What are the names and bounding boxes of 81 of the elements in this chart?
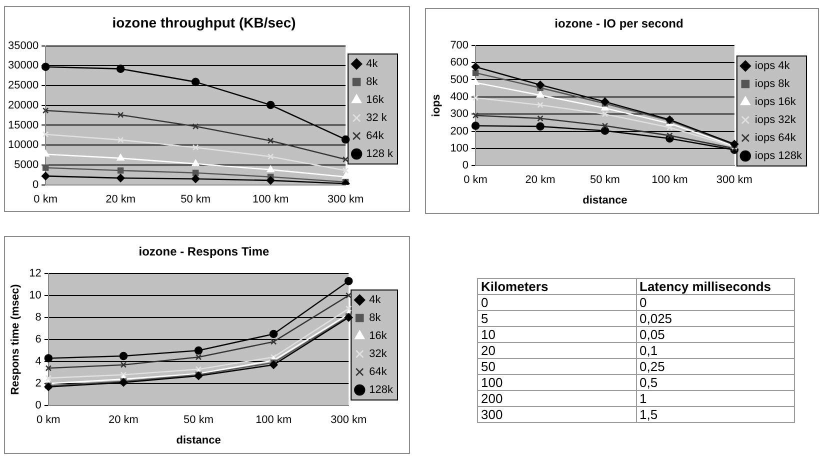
y-tick-label: 30000 (8, 60, 39, 72)
x-tick-label: 300 km (330, 414, 367, 426)
x-tick-label: 50 km (180, 193, 211, 206)
y-tick-label: 20000 (8, 99, 39, 112)
y-axis-title: Respons time (msec) (10, 284, 22, 395)
legend-label: 128 k (366, 148, 394, 160)
y-tick-label: 700 (450, 39, 469, 52)
y-tick-label: 10000 (8, 139, 39, 152)
y-tick-label: 300 (450, 108, 469, 120)
text: 5 (478, 310, 636, 326)
text: Latency milliseconds (636, 278, 794, 294)
y-tick-label: 6 (35, 334, 42, 346)
x-tick-label: 50 km (590, 174, 620, 186)
x-tick-label: 20 km (525, 174, 556, 186)
y-tick-label: 100 (450, 142, 469, 154)
text: 20 (478, 342, 636, 358)
legend-label: 32 k (366, 112, 388, 124)
legend-label: iops 64k (754, 132, 796, 144)
y-tick-label: 0 (32, 178, 39, 191)
x-tick-label: 300 km (328, 193, 364, 206)
chart-title: iozone - Respons Time (138, 244, 270, 259)
y-axis-title: iops (430, 94, 443, 117)
y-tick-label: 4 (35, 356, 42, 368)
text: Kilometers (478, 278, 636, 294)
legend-label: 64k (369, 366, 388, 378)
legend-label: 4k (369, 294, 382, 306)
y-tick-label: 5000 (14, 158, 39, 171)
x-tick-label: 20 km (106, 193, 136, 206)
text: 0,05 (636, 326, 794, 342)
y-tick-label: 12 (29, 267, 42, 280)
y-tick-label: 400 (450, 90, 469, 103)
legend-label: 16k (366, 94, 384, 106)
legend-label: iops 4k (754, 60, 790, 72)
x-tick-label: 100 km (652, 174, 688, 186)
x-axis-title: distance (176, 434, 221, 446)
x-tick-label: 0 km (464, 174, 488, 186)
text: 0 (478, 294, 636, 310)
y-tick-label: 2 (35, 378, 42, 390)
text: 50 (478, 358, 636, 374)
chart-title: iozone - IO per second (554, 16, 684, 31)
y-tick-label: 200 (450, 125, 469, 138)
legend-label: iops 16k (754, 96, 796, 108)
y-tick-label: 15000 (8, 119, 39, 132)
text: 0 (636, 294, 794, 310)
y-tick-label: 0 (35, 400, 42, 412)
x-tick-label: 300 km (716, 174, 752, 186)
legend-label: 16k (369, 330, 388, 342)
legend-label: 128k (369, 384, 394, 396)
legend-label: 8k (369, 312, 382, 324)
x-tick-label: 0 km (36, 414, 60, 426)
text: 10 (478, 326, 636, 342)
legend-label: 64k (366, 130, 384, 142)
y-tick-label: 35000 (8, 40, 39, 52)
y-tick-label: 500 (450, 74, 469, 86)
y-tick-label: 8 (35, 312, 42, 324)
text: 1 (636, 390, 794, 406)
x-tick-label: 100 km (256, 414, 292, 426)
x-tick-label: 50 km (184, 414, 214, 426)
chart-title: iozone throughput (KB/sec) (112, 14, 296, 30)
text: 300 (478, 406, 636, 422)
y-tick-label: 25000 (8, 80, 39, 92)
x-tick-label: 20 km (108, 414, 138, 426)
y-tick-label: 0 (462, 160, 469, 172)
text: 0,025 (636, 310, 794, 326)
legend-label: iops 32k (754, 114, 796, 126)
legend-label: 32k (369, 348, 388, 360)
text: 100 (478, 374, 636, 390)
text: 0,5 (636, 374, 794, 390)
y-tick-label: 600 (450, 56, 469, 69)
text: 0,25 (636, 358, 794, 374)
legend-label: 4k (366, 58, 378, 70)
legend-label: iops 8k (754, 78, 790, 90)
text: 1,5 (636, 406, 794, 422)
legend-label: iops 128k (754, 150, 802, 162)
text: 0,1 (636, 342, 794, 358)
x-tick-label: 0 km (34, 193, 58, 206)
legend-label: 8k (366, 76, 378, 88)
x-tick-label: 100 km (252, 193, 289, 206)
text: 200 (478, 390, 636, 406)
y-tick-label: 10 (29, 289, 42, 302)
x-axis-title: distance (582, 194, 628, 206)
